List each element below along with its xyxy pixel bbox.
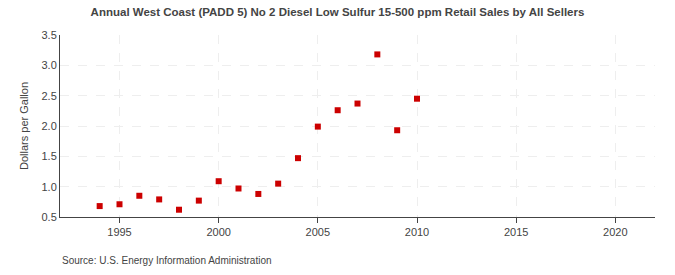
svg-text:2015: 2015	[504, 226, 528, 238]
svg-text:2005: 2005	[306, 226, 330, 238]
svg-text:1.5: 1.5	[42, 150, 57, 162]
svg-text:2010: 2010	[405, 226, 429, 238]
svg-text:3.0: 3.0	[42, 59, 57, 71]
svg-text:Annual West Coast (PADD 5) No: Annual West Coast (PADD 5) No 2 Diesel L…	[91, 6, 585, 18]
svg-text:1995: 1995	[107, 226, 131, 238]
svg-text:0.5: 0.5	[42, 211, 57, 223]
svg-text:3.5: 3.5	[42, 29, 57, 41]
svg-text:2000: 2000	[206, 226, 230, 238]
svg-text:2020: 2020	[603, 226, 627, 238]
svg-text:Dollars per Gallon: Dollars per Gallon	[18, 82, 30, 170]
svg-text:2.0: 2.0	[42, 120, 57, 132]
svg-text:2.5: 2.5	[42, 90, 57, 102]
svg-text:1.0: 1.0	[42, 181, 57, 193]
svg-text:Source: U.S. Energy Informatio: Source: U.S. Energy Information Administ…	[62, 255, 272, 266]
